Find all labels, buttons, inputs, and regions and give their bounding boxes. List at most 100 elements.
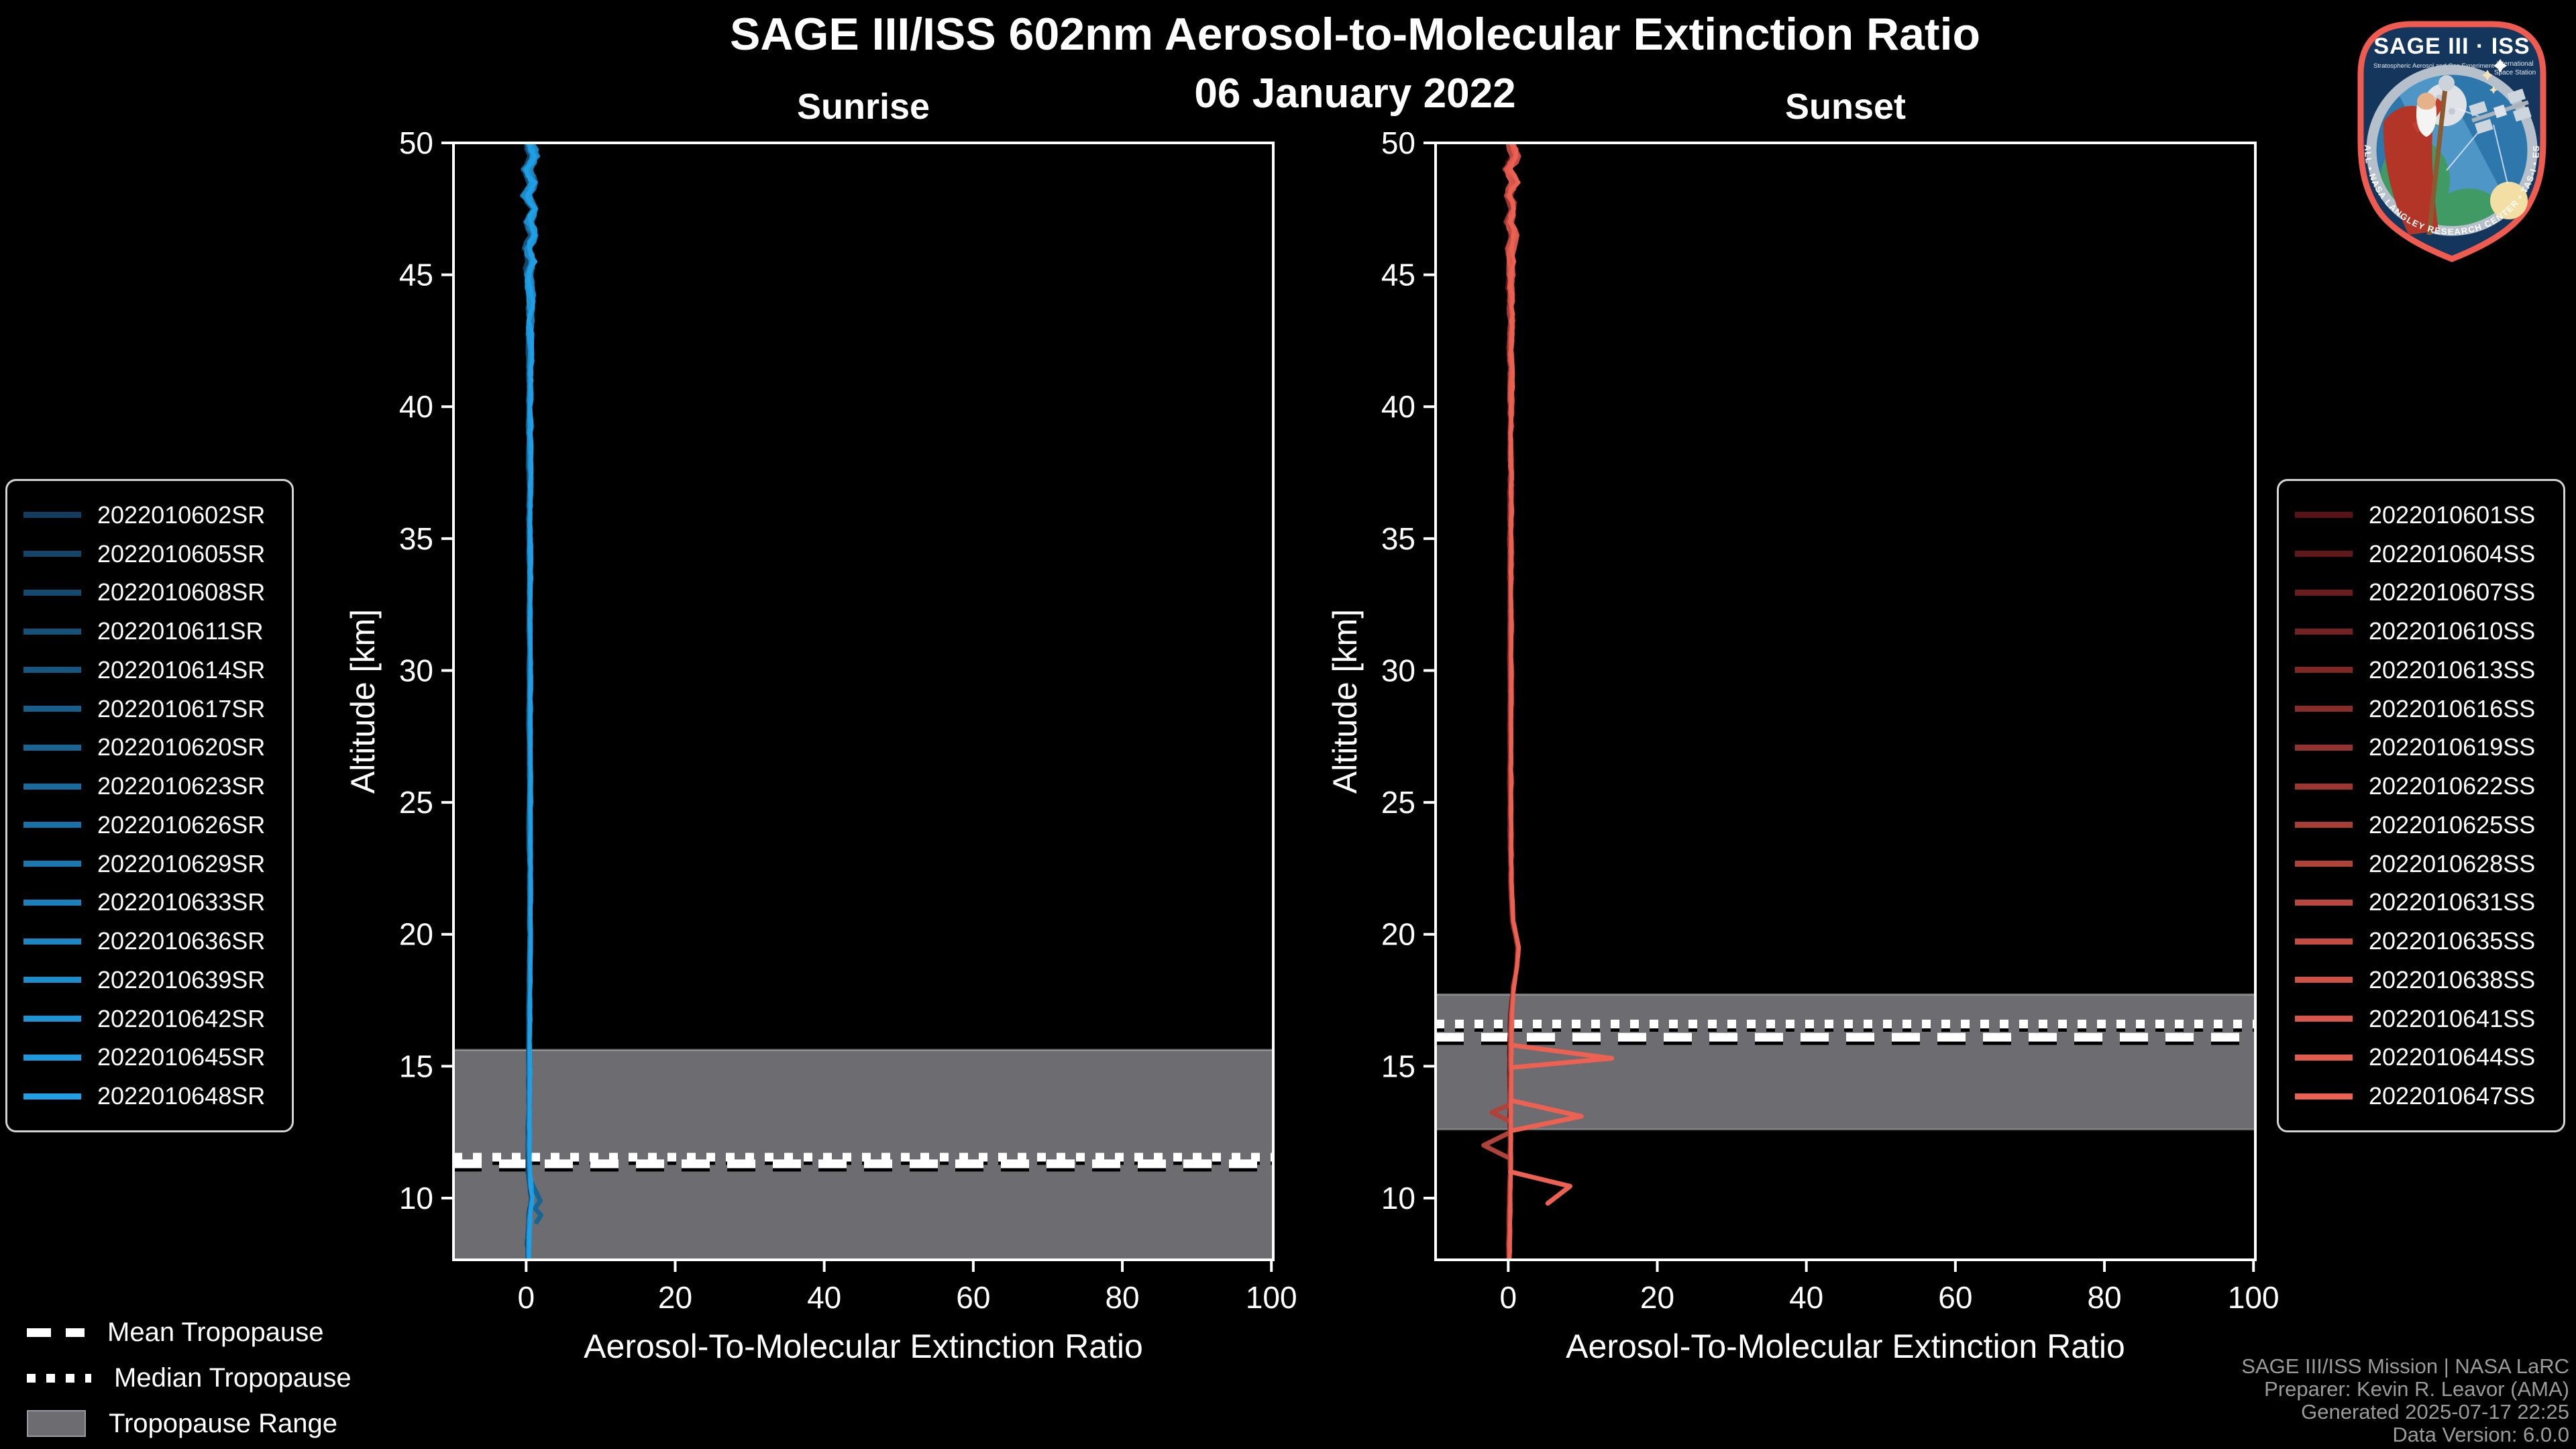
x-tick-label: 40 [807, 1280, 841, 1315]
legend-item: 2022010616SS [2295, 695, 2557, 723]
x-axis-label: Aerosol-To-Molecular Extinction Ratio [1566, 1328, 2125, 1365]
legend-label: 2022010639SR [97, 965, 266, 994]
legend-item: 2022010639SR [23, 966, 285, 994]
legend-label: 2022010604SS [2369, 539, 2536, 568]
median-tropopause-legend-item: Median Tropopause [27, 1362, 352, 1394]
legend-label: 2022010620SR [97, 733, 266, 761]
legend-label: 2022010636SR [97, 927, 266, 955]
legend-item: 2022010623SR [23, 772, 285, 800]
anomaly-segment [1508, 1098, 1584, 1134]
patch-stars [2482, 59, 2507, 94]
y-tick-label: 45 [1381, 258, 1415, 292]
legend-item: 2022010644SS [2295, 1043, 2557, 1071]
y-tick-label: 35 [399, 521, 433, 556]
anomaly-segment [527, 1177, 543, 1224]
legend-item: 2022010636SR [23, 927, 285, 955]
footer-credits: SAGE III/ISS Mission | NASA LaRC Prepare… [2241, 1355, 2569, 1446]
x-tick-label: 0 [518, 1280, 535, 1315]
legend-swatch [23, 1016, 81, 1022]
legend-swatch [2295, 899, 2353, 906]
legend-swatch [2295, 667, 2353, 674]
legend-label: 2022010633SR [97, 888, 266, 916]
legend-swatch [2295, 1093, 2353, 1099]
legend-item: 2022010631SS [2295, 888, 2557, 916]
legend-swatch [23, 1054, 81, 1061]
sunset-event-legend: 2022010601SS 2022010604SS 2022010607SS 2022… [2277, 479, 2565, 1132]
sunrise-plot-area [453, 143, 1273, 1260]
legend-item: 2022010608SR [23, 578, 285, 606]
legend-swatch [23, 551, 81, 557]
legend-label: 2022010642SR [97, 1004, 266, 1032]
profile-line-2022010647SS [1507, 143, 1521, 1260]
mean-tropopause-legend-item: Mean Tropopause [27, 1316, 323, 1348]
legend-swatch [23, 938, 81, 945]
footer-data-version: Data Version: 6.0.0 [2392, 1423, 2569, 1446]
x-tick-label: 20 [1640, 1280, 1674, 1315]
legend-swatch [2295, 512, 2353, 519]
tropopause-range-label: Tropopause Range [109, 1408, 337, 1438]
y-tick-label: 35 [1381, 521, 1415, 556]
patch-moon-crater [2449, 108, 2455, 115]
legend-label: 2022010619SS [2369, 733, 2536, 761]
legend-swatch [23, 1093, 81, 1099]
legend-item: 2022010629SR [23, 850, 285, 878]
legend-item: 2022010601SS [2295, 501, 2557, 529]
median-tropopause-dot-sample [27, 1373, 91, 1383]
anomaly-segment [1508, 1169, 1572, 1206]
legend-label: 2022010623SR [97, 772, 266, 800]
legend-swatch [23, 706, 81, 712]
legend-item: 2022010611SR [23, 617, 285, 645]
legend-item: 2022010613SS [2295, 656, 2557, 684]
legend-item: 2022010604SS [2295, 540, 2557, 568]
legend-label: 2022010622SS [2369, 772, 2536, 800]
patch-iss [2469, 89, 2532, 134]
y-tick-label: 10 [1381, 1181, 1415, 1216]
x-tick-label: 80 [2087, 1280, 2121, 1315]
legend-label: 2022010613SS [2369, 655, 2536, 684]
legend-label: 2022010638SS [2369, 965, 2536, 994]
y-tick-label: 30 [399, 653, 433, 688]
patch-subtitle-international: International [2496, 60, 2533, 68]
page-title: SAGE III/ISS 602nm Aerosol-to-Molecular … [729, 9, 1981, 60]
profile-line-2022010648SR [523, 143, 538, 1260]
footer-mission: SAGE III/ISS Mission | NASA LaRC [2241, 1354, 2569, 1378]
legend-swatch [2295, 551, 2353, 557]
y-tick-label: 20 [399, 917, 433, 952]
legend-item: 2022010625SS [2295, 811, 2557, 839]
legend-swatch [2295, 1016, 2353, 1022]
legend-item: 2022010622SS [2295, 772, 2557, 800]
patch-father-time-figure [2383, 75, 2455, 235]
sunrise-event-legend: 2022010602SR 2022010605SR 2022010608SR 2022… [5, 479, 294, 1132]
legend-label: 2022010628SS [2369, 849, 2536, 877]
legend-item: 2022010610SS [2295, 617, 2557, 645]
legend-item: 2022010641SS [2295, 1005, 2557, 1033]
legend-swatch [2295, 744, 2353, 751]
y-tick-label: 40 [399, 389, 433, 424]
patch-title: SAGE III · ISS [2373, 34, 2530, 59]
x-tick-label: 40 [1789, 1280, 1823, 1315]
x-tick-label: 20 [658, 1280, 692, 1315]
legend-swatch [2295, 589, 2353, 596]
legend-swatch [23, 744, 81, 751]
legend-label: 2022010617SR [97, 694, 266, 722]
sunrise-axis-spine [452, 142, 1275, 1261]
legend-label: 2022010607SS [2369, 578, 2536, 606]
legend-label: 2022010648SR [97, 1082, 266, 1110]
legend-label: 2022010626SR [97, 810, 266, 839]
legend-swatch [23, 822, 81, 828]
y-tick-label: 15 [1381, 1049, 1415, 1083]
legend-swatch [2295, 861, 2353, 867]
legend-label: 2022010608SR [97, 578, 266, 606]
legend-label: 2022010641SS [2369, 1004, 2536, 1032]
y-tick-label: 50 [399, 125, 433, 160]
sunset-axis-spine [1434, 142, 2257, 1261]
legend-label: 2022010631SS [2369, 888, 2536, 916]
legend-swatch [2295, 1054, 2353, 1061]
legend-item: 2022010619SS [2295, 733, 2557, 761]
y-tick-label: 40 [1381, 389, 1415, 424]
legend-label: 2022010610SS [2369, 617, 2536, 645]
x-axis-label: Aerosol-To-Molecular Extinction Ratio [584, 1328, 1143, 1365]
patch-sun [2490, 182, 2528, 219]
legend-swatch [23, 589, 81, 596]
